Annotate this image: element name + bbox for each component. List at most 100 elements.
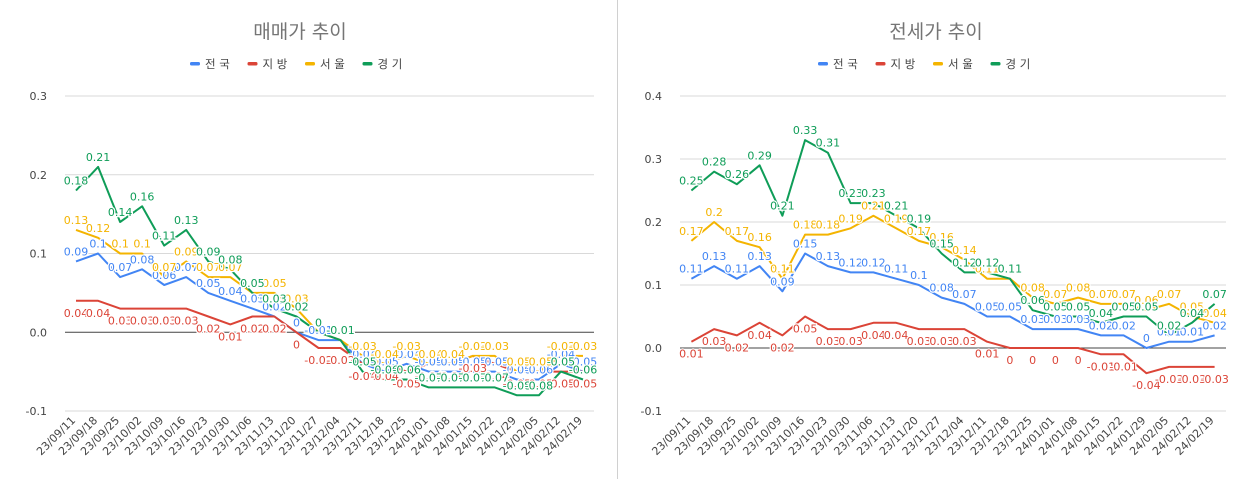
data-label-서울: 0.1 (133, 238, 151, 251)
data-label-지방: 0.01 (975, 348, 1000, 361)
data-label-서울: -0.03 (459, 340, 487, 353)
series-line-전국 (75, 252, 584, 381)
data-label-서울: 0.04 (1202, 307, 1227, 320)
data-label-전국: 0.03 (240, 293, 265, 306)
data-label-서울: -0.03 (547, 340, 575, 353)
y-tick-label: 0.3 (645, 153, 663, 166)
data-label-서울: 0.11 (770, 263, 795, 276)
data-label-경기: 0 (315, 316, 322, 329)
data-label-전국: 0.02 (1111, 319, 1136, 332)
data-label-경기: 0.25 (679, 175, 704, 188)
legend-swatch (362, 62, 373, 66)
data-label-지방: 0.02 (240, 323, 265, 336)
data-label-경기: 0.23 (861, 187, 886, 200)
data-label-경기: -0.07 (481, 371, 509, 384)
data-label-지방: -0.04 (414, 370, 442, 383)
data-label-경기: 0.29 (747, 149, 772, 162)
data-label-서울: 0.19 (884, 212, 909, 225)
data-label-전국: -0.05 (459, 356, 487, 369)
y-tick-label: 0.3 (30, 90, 48, 103)
data-label-서울: 0.05 (1180, 301, 1205, 314)
data-label-지방: -0.05 (569, 378, 597, 391)
data-label-경기: 0.21 (884, 200, 909, 213)
data-label-전국: 0.01 (1157, 326, 1182, 339)
legend-swatch (190, 62, 200, 66)
series-line-지방 (690, 315, 1215, 375)
data-label-전국: 0.04 (218, 285, 243, 298)
data-label-경기: -0.06 (370, 364, 398, 377)
legend-label: 지 방 (891, 57, 916, 71)
data-label-전국: 0.13 (747, 250, 772, 263)
data-label-경기: -0.06 (392, 364, 420, 377)
data-label-지방: -0.04 (481, 370, 509, 383)
legend-label: 전 국 (205, 57, 230, 71)
data-label-서울: 0.03 (284, 293, 309, 306)
legend-swatch (875, 62, 886, 66)
data-label-서울: 0.05 (240, 277, 265, 290)
legend-item-서울: 서 울 (305, 57, 345, 71)
data-label-지방: 0.03 (174, 315, 199, 328)
data-label-전국: -0.06 (525, 364, 553, 377)
data-label-경기: 0.16 (130, 190, 155, 203)
series-line-경기 (690, 139, 1216, 337)
data-label-경기: 0.09 (196, 245, 221, 258)
y-tick-label: 0.1 (30, 248, 48, 261)
data-label-경기: -0.01 (326, 324, 354, 337)
legend-swatch (990, 62, 1001, 66)
legend-label: 경 기 (378, 57, 403, 71)
data-label-지방: -0.03 (459, 362, 487, 375)
data-label-지방: -0.03 (1178, 373, 1206, 386)
legend-label: 지 방 (263, 57, 288, 71)
data-label-서울: -0.04 (370, 348, 398, 361)
data-label-경기: 0.06 (1020, 294, 1045, 307)
legend-item-지방: 지 방 (875, 57, 916, 71)
data-label-경기: 0.26 (725, 168, 750, 181)
data-label-전국: 0.12 (861, 256, 886, 269)
data-label-지방: 0.03 (702, 335, 727, 348)
series-line-지방 (76, 299, 583, 373)
data-label-경기: -0.05 (547, 356, 575, 369)
data-label-경기: -0.05 (348, 356, 376, 369)
legend-label: 전 국 (833, 57, 858, 71)
data-label-지방: -0.05 (503, 378, 531, 391)
data-label-지방: 0.03 (838, 335, 863, 348)
legend-label: 서 울 (320, 57, 345, 71)
data-label-서울: -0.04 (436, 348, 464, 361)
data-label-지방: -0.01 (1087, 360, 1115, 373)
data-label-지방: 0.01 (679, 348, 704, 361)
data-label-전국: 0.06 (152, 269, 177, 282)
data-label-지방: 0.02 (770, 341, 795, 354)
data-label-경기: 0.05 (1111, 301, 1136, 314)
data-label-경기: 0.15 (929, 238, 954, 251)
data-label-서울: 0.07 (1043, 288, 1068, 301)
data-label-서울: -0.05 (503, 356, 531, 369)
data-label-전국: -0.04 (392, 348, 420, 361)
data-label-전국: 0.03 (1066, 313, 1091, 326)
data-label-경기: 0.05 (1066, 301, 1091, 314)
data-label-서울: 0.12 (86, 222, 111, 235)
data-label-경기: 0.28 (702, 156, 727, 169)
series-line-서울 (690, 214, 1215, 324)
data-label-지방: -0.01 (1109, 360, 1137, 373)
data-label-경기: 0.05 (1134, 301, 1159, 314)
data-label-서울: 0.09 (174, 245, 199, 258)
data-label-지방: -0.04 (370, 370, 398, 383)
data-label-서울: 0.11 (998, 263, 1023, 276)
data-label-서울: 0.07 (1111, 288, 1136, 301)
legend-item-전국: 전 국 (190, 57, 230, 71)
data-label-지방: -0.02 (326, 354, 354, 367)
data-label-서울: -0.03 (481, 340, 509, 353)
data-label-지방: -0.02 (304, 354, 332, 367)
data-label-서울: 0.19 (838, 212, 863, 225)
legend-swatch (305, 62, 315, 66)
data-label-전국: -0.04 (547, 348, 575, 361)
legend-swatch (818, 62, 828, 66)
y-tick-label: 0.2 (30, 169, 48, 182)
data-label-경기: -0.07 (436, 371, 464, 384)
data-label-경기: 0.18 (64, 175, 89, 188)
data-label-서울: 0.17 (725, 225, 750, 238)
data-label-서울: 0.08 (1066, 282, 1091, 295)
series-line-경기 (75, 165, 584, 397)
series-line-전국 (690, 252, 1215, 349)
